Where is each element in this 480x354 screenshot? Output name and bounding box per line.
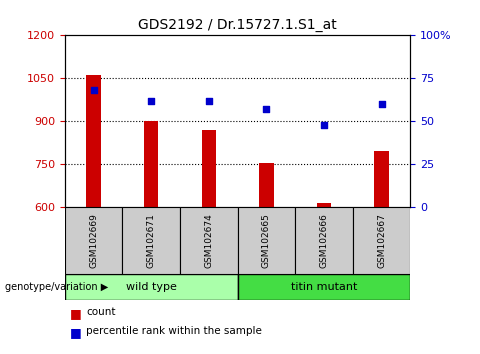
FancyBboxPatch shape xyxy=(295,207,353,274)
Point xyxy=(320,122,328,127)
Text: ■: ■ xyxy=(70,326,81,339)
Title: GDS2192 / Dr.15727.1.S1_at: GDS2192 / Dr.15727.1.S1_at xyxy=(138,18,337,32)
Text: GSM102674: GSM102674 xyxy=(204,213,213,268)
Bar xyxy=(86,75,101,207)
Bar xyxy=(202,130,216,207)
Text: GSM102667: GSM102667 xyxy=(377,213,386,268)
FancyBboxPatch shape xyxy=(238,274,410,300)
FancyBboxPatch shape xyxy=(353,207,410,274)
Bar xyxy=(317,203,331,207)
Text: GSM102666: GSM102666 xyxy=(320,213,328,268)
FancyBboxPatch shape xyxy=(122,207,180,274)
Bar xyxy=(374,151,389,207)
FancyBboxPatch shape xyxy=(180,207,238,274)
Point xyxy=(90,87,97,93)
Text: genotype/variation ▶: genotype/variation ▶ xyxy=(5,282,108,292)
Text: GSM102669: GSM102669 xyxy=(89,213,98,268)
Point xyxy=(378,101,385,107)
Text: titin mutant: titin mutant xyxy=(291,282,357,292)
Text: GSM102671: GSM102671 xyxy=(147,213,156,268)
Text: count: count xyxy=(86,307,116,317)
Text: percentile rank within the sample: percentile rank within the sample xyxy=(86,326,262,336)
Bar xyxy=(259,163,274,207)
FancyBboxPatch shape xyxy=(65,274,238,300)
Text: wild type: wild type xyxy=(126,282,177,292)
Text: GSM102665: GSM102665 xyxy=(262,213,271,268)
Point xyxy=(263,107,270,112)
Point xyxy=(147,98,155,103)
Point xyxy=(205,98,213,103)
FancyBboxPatch shape xyxy=(65,207,122,274)
Bar xyxy=(144,121,158,207)
FancyBboxPatch shape xyxy=(238,207,295,274)
Text: ■: ■ xyxy=(70,307,81,320)
